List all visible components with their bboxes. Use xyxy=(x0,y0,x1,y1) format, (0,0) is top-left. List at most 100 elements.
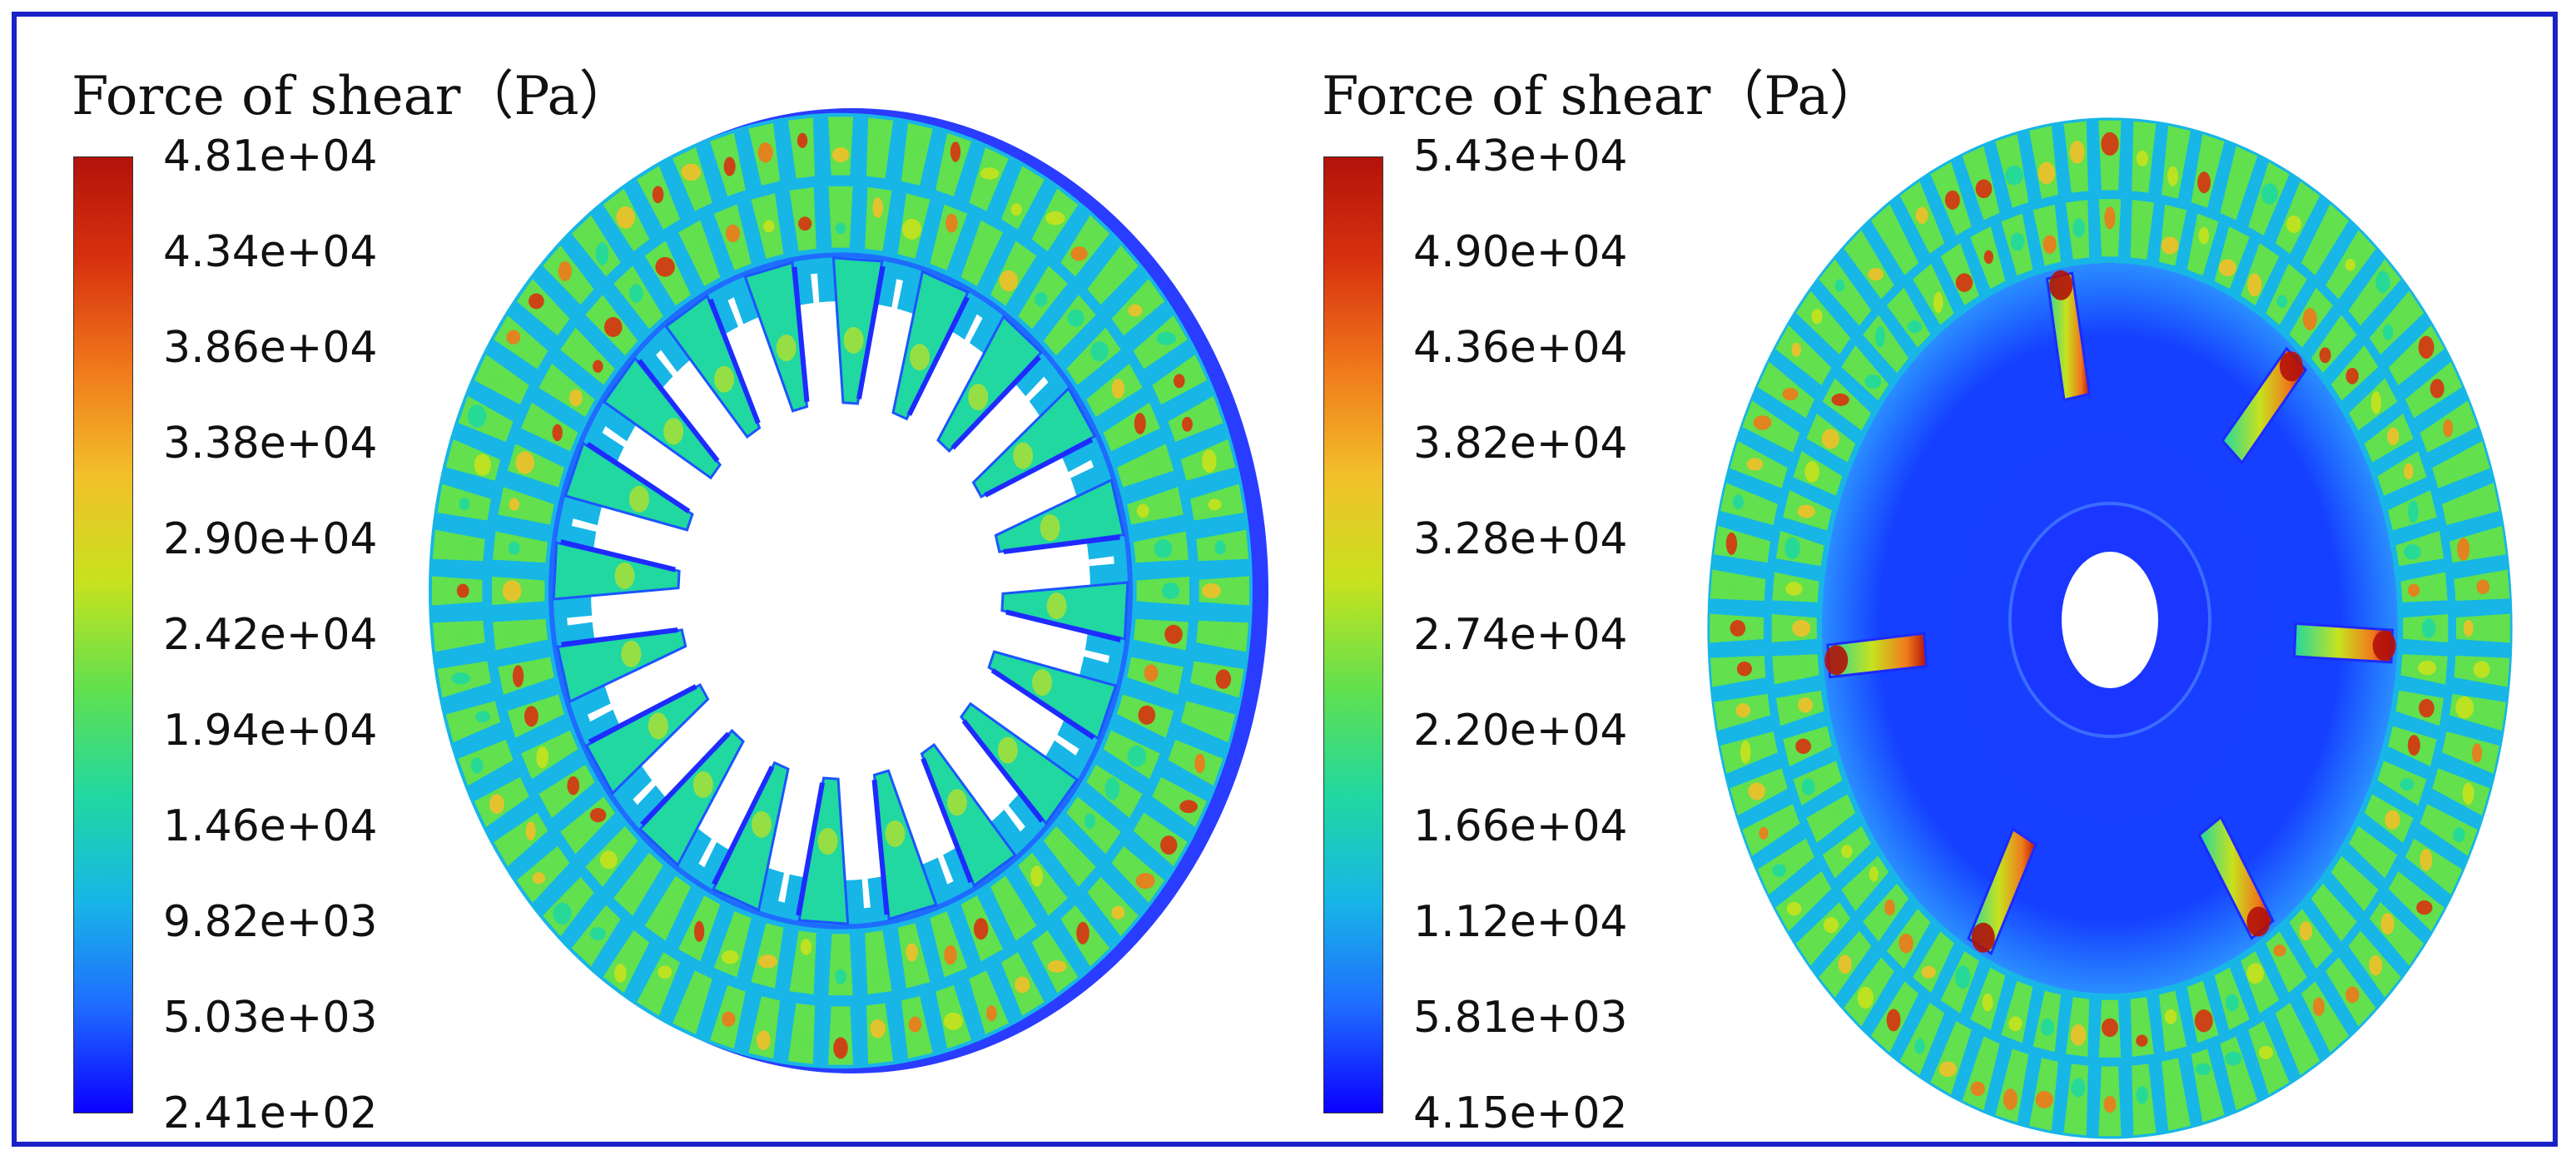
colorbar-tick: 2.41e+02 xyxy=(163,1088,378,1138)
hot-spot xyxy=(1970,1081,1985,1097)
hot-spot xyxy=(2348,875,2358,888)
outer-vane xyxy=(671,969,714,1037)
stator-tooth xyxy=(584,683,710,796)
hot-spot xyxy=(2037,161,2056,185)
stator-tooth xyxy=(960,701,1080,826)
hot-spot xyxy=(1868,268,1884,281)
hot-spot xyxy=(663,418,684,445)
hot-spot xyxy=(1983,250,1993,265)
left-colorbar xyxy=(73,156,133,1113)
hot-spot xyxy=(504,622,519,645)
tooth-gap xyxy=(1043,640,1110,663)
hot-spot xyxy=(1040,514,1060,542)
hot-spot xyxy=(692,771,713,798)
hot-spot xyxy=(2419,698,2435,718)
stator-tooth xyxy=(563,441,694,532)
hot-spot xyxy=(2345,259,2355,271)
tooth-gap xyxy=(567,612,634,626)
hot-spot xyxy=(997,736,1018,764)
inner-vane xyxy=(712,910,753,979)
hot-spot xyxy=(595,242,609,265)
hot-spot xyxy=(558,260,572,281)
tooth-gap xyxy=(921,811,954,885)
hot-spot xyxy=(902,218,921,240)
hot-spot xyxy=(1799,655,1809,678)
hot-spot xyxy=(1076,921,1089,944)
hot-spot xyxy=(1030,865,1044,887)
hot-spot xyxy=(835,969,846,984)
right-colorbar xyxy=(1323,156,1383,1113)
hot-spot xyxy=(509,498,520,511)
outer-vane xyxy=(2453,612,2512,645)
hot-spot xyxy=(593,359,603,373)
inner-vane xyxy=(863,186,894,253)
inner-vane xyxy=(1911,930,1956,995)
hot-spot xyxy=(1944,190,1960,210)
outer-vane xyxy=(569,213,623,279)
hot-spot xyxy=(2322,894,2335,917)
hot-spot xyxy=(1201,449,1217,473)
hot-spot xyxy=(2164,1009,2177,1024)
inner-vane xyxy=(2375,449,2429,498)
stator-tooth xyxy=(872,769,938,921)
hot-spot xyxy=(2040,1018,2055,1036)
hot-spot xyxy=(1834,279,1845,292)
hot-spot xyxy=(973,918,989,940)
colorbar-tick: 1.66e+04 xyxy=(1413,801,1628,851)
hot-spot xyxy=(999,270,1018,292)
hot-spot xyxy=(1736,661,1752,677)
hot-spot xyxy=(461,538,479,558)
hot-spot xyxy=(1831,805,1849,818)
colorbar-tick: 5.03e+03 xyxy=(163,993,378,1043)
hot-spot xyxy=(451,672,471,685)
left-panel: Force of shear（Pa） 4.81e+04 4.34e+04 3.8… xyxy=(17,17,1282,1148)
hot-spot xyxy=(1798,697,1814,713)
hot-spot xyxy=(2136,1086,2148,1104)
hot-spot xyxy=(1111,905,1125,920)
hot-spot xyxy=(757,1030,771,1050)
center-void xyxy=(591,301,1090,880)
hot-spot xyxy=(1160,835,1178,855)
inner-vane xyxy=(676,218,722,288)
hot-spot xyxy=(655,256,675,277)
hot-spot xyxy=(2455,696,2474,719)
inner-vane xyxy=(496,485,556,527)
hot-spot xyxy=(681,163,702,181)
tooth-shadow xyxy=(1003,534,1120,554)
hot-spot xyxy=(1792,619,1811,637)
hot-spot xyxy=(489,369,504,385)
hot-spot xyxy=(2443,463,2456,481)
hot-spot xyxy=(567,776,580,796)
hot-spot xyxy=(2472,743,2483,763)
hot-spot xyxy=(1791,342,1801,357)
hot-spot xyxy=(1064,848,1082,872)
inner-vane xyxy=(1041,292,1098,358)
hot-spot xyxy=(800,939,812,955)
stator-tooth xyxy=(936,314,1044,454)
hot-spot xyxy=(2069,141,2085,164)
rotor-blade xyxy=(1967,827,2038,955)
left-legend-title: Force of shear（Pa） xyxy=(72,66,633,127)
hot-spot xyxy=(2457,538,2470,561)
tooth-gap xyxy=(727,297,760,371)
stator-tooth xyxy=(920,742,1017,888)
hot-spot xyxy=(2345,367,2359,384)
stator-contour-plot xyxy=(429,108,1268,1073)
inner-vane xyxy=(2310,881,2359,944)
hot-spot xyxy=(795,1029,811,1047)
inner-vane xyxy=(2287,906,2335,971)
inner-vane xyxy=(2186,211,2221,278)
inner-vane xyxy=(491,529,549,564)
hot-spot xyxy=(2443,419,2454,438)
hot-spot xyxy=(833,1037,848,1059)
inner-vane xyxy=(491,617,549,652)
hot-spot xyxy=(2416,900,2433,915)
hot-spot xyxy=(457,624,477,643)
hot-spot xyxy=(2225,994,2239,1012)
hot-spot xyxy=(1045,211,1065,226)
hot-spot xyxy=(621,640,642,667)
colorbar-tick: 1.46e+04 xyxy=(163,801,378,851)
tooth-gap xyxy=(587,685,651,722)
ring-separator xyxy=(483,176,1199,1005)
colorbar-tick: 2.20e+04 xyxy=(1413,706,1628,756)
